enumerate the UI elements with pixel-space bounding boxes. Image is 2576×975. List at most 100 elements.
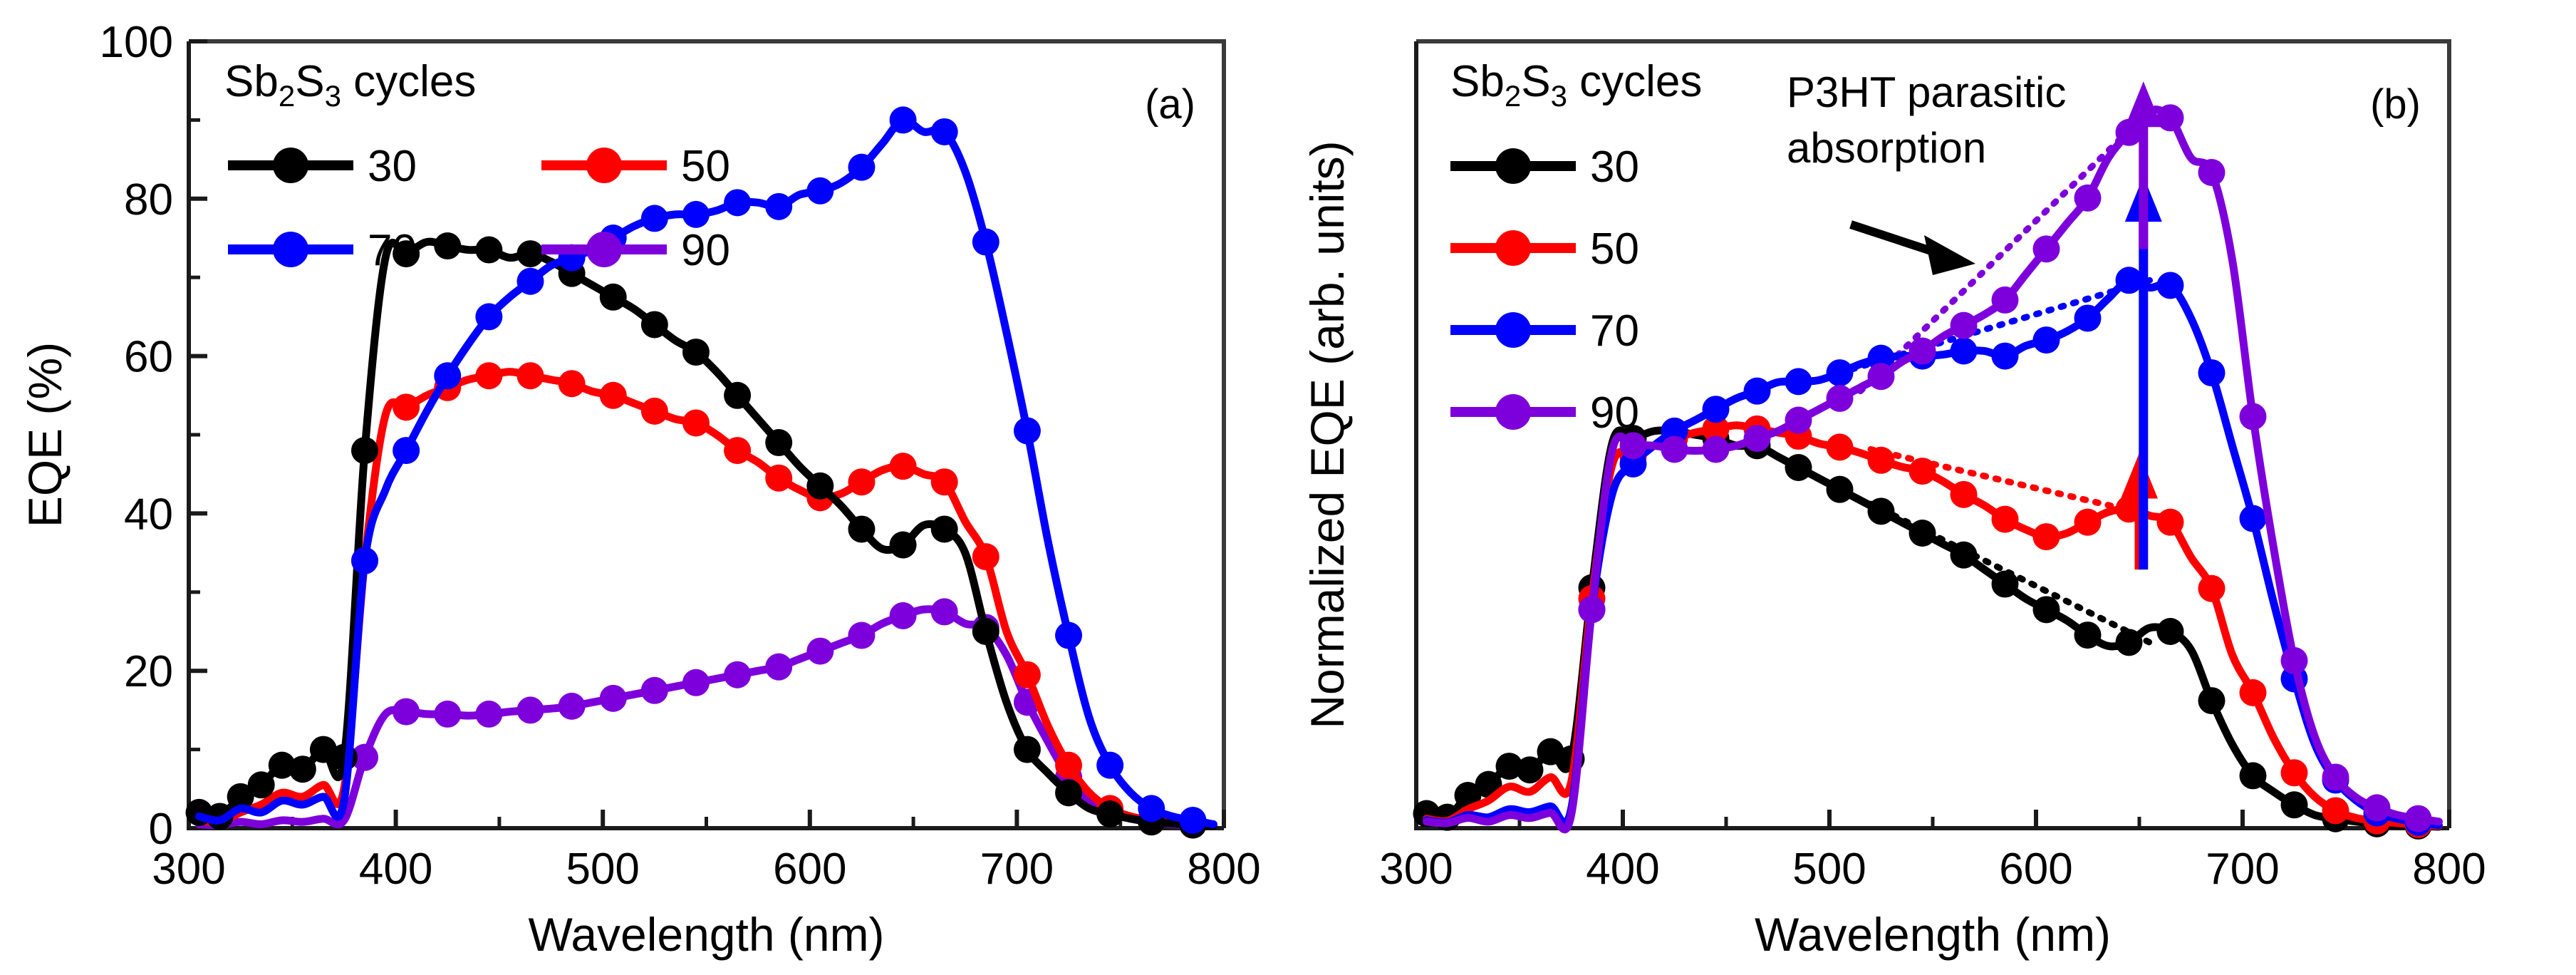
- panel-a-data-point: [1013, 661, 1041, 688]
- panel-b-legend-item-90: 90: [1450, 388, 1639, 438]
- panel-b-data-point: [1950, 480, 1978, 508]
- panel-a-data-point: [682, 200, 710, 228]
- panel-b-xtick-label: 700: [2206, 845, 2279, 894]
- panel-a-legend-label: 90: [681, 226, 730, 275]
- panel-a-data-point: [227, 783, 254, 810]
- panel-a-data-point: [848, 621, 876, 649]
- annotation-arrowhead-icon: [1924, 235, 1975, 275]
- panel-b-xtick-label: 500: [1792, 845, 1866, 894]
- panel-a-ytick-label: 40: [124, 490, 173, 539]
- panel-b-legend-label: 70: [1590, 306, 1639, 356]
- panel-a-data-point: [806, 472, 834, 500]
- panel-a-data-point: [434, 362, 462, 390]
- panel-a-legend-label: 30: [368, 142, 417, 191]
- panel-a-data-point: [724, 661, 752, 688]
- panel-b-chart: 300 400 500 600 700 800 Wavelength (nm) Normali…: [1301, 39, 2486, 961]
- panel-a-data-point: [289, 755, 316, 783]
- legend-marker-icon: [586, 232, 622, 267]
- panel-b-data-point: [1785, 406, 1812, 434]
- panel-b-data-point: [2322, 763, 2349, 791]
- panel-b-data-point: [1661, 435, 1688, 463]
- panel-b-legend-label: 30: [1590, 143, 1639, 192]
- panel-a-data-point: [1138, 795, 1165, 822]
- panel-a-data-point: [765, 464, 793, 492]
- panel-b-data-point: [1578, 596, 1606, 624]
- panel-b-data-point: [1908, 520, 1936, 547]
- panel-b-data-point: [1991, 570, 2019, 598]
- panel-a-data-point: [1055, 779, 1083, 807]
- panel-a-data-point: [1013, 736, 1041, 763]
- panel-b-data-point: [2280, 791, 2308, 819]
- panel-a-data-point: [434, 700, 462, 728]
- panel-b-annotation-line2: absorption: [1787, 124, 1986, 172]
- panel-a-data-point: [848, 515, 876, 543]
- panel-a-legend-item-50: 50: [541, 142, 730, 191]
- panel-b-data-point: [1537, 738, 1564, 765]
- panel-a-data-point: [1055, 751, 1083, 779]
- legend-marker-icon: [273, 148, 308, 183]
- panel-a-legend-item-90: 90: [541, 226, 730, 275]
- panel-a-data-point: [1013, 417, 1041, 445]
- panel-a-xtick-label: 500: [566, 845, 639, 894]
- panel-b-data-point: [1516, 756, 1544, 784]
- panel-a-chart: 0 20 40 60 80 100 300 400 500 600 700 800 Wavelength…: [19, 18, 1261, 961]
- panel-b-data-point: [1826, 384, 1854, 412]
- panel-a-data-point: [1096, 751, 1124, 779]
- panel-a-y-axis-title: EQE (%): [19, 342, 71, 527]
- panel-b-legend-item-70: 70: [1450, 306, 1639, 356]
- panel-a-data-point: [516, 362, 544, 390]
- panel-b-data-point: [1619, 432, 1647, 460]
- panel-a-y-ticks: 0 20 40 60 80 100: [100, 18, 207, 854]
- panel-a-data-point: [599, 381, 627, 409]
- panel-a-legend-label: 70: [368, 226, 417, 275]
- panel-a-data-point: [475, 236, 503, 264]
- panel-a-data-point: [1179, 806, 1207, 834]
- panel-b-data-point: [2156, 272, 2184, 299]
- panel-a-data-point: [848, 153, 876, 181]
- panel-a-data-point: [889, 602, 917, 629]
- panel-a-data-point: [309, 736, 337, 763]
- panel-b-data-point: [2032, 596, 2060, 624]
- panel-a-data-point: [930, 118, 958, 145]
- panel-b-data-point: [2032, 235, 2060, 263]
- panel-a-legend-label: 50: [681, 142, 730, 191]
- panel-b-x-axis-title: Wavelength (nm): [1755, 908, 2111, 961]
- panel-b-trend-50-trend: [1867, 445, 2153, 518]
- panel-b-data-point: [1743, 425, 1771, 453]
- panel-b-data-point: [1867, 497, 1895, 525]
- panel-b-data-point: [2032, 523, 2060, 551]
- panel-b-data-point: [1702, 415, 1730, 443]
- legend-marker-icon: [273, 232, 308, 267]
- panel-a-data-point: [1096, 800, 1124, 828]
- panel-b-data-point: [2074, 621, 2102, 649]
- panel-a-data-point: [930, 468, 958, 496]
- panel-a-xtick-label: 600: [773, 845, 846, 894]
- panel-b-data-point: [1867, 363, 1895, 391]
- panel-b-data-point: [2239, 505, 2267, 532]
- panel-b-data-point: [2198, 359, 2226, 387]
- panel-b-data-point: [2156, 508, 2184, 536]
- panel-b-data-point: [1908, 337, 1936, 365]
- panel-a-data-point: [724, 437, 752, 465]
- panel-b-xtick-label: 400: [1586, 845, 1659, 894]
- panel-a-legend-title: Sb2S3 cycles: [224, 57, 476, 113]
- panel-a-data-point: [599, 684, 627, 712]
- panel-a-data-point: [972, 543, 999, 571]
- legend-marker-icon: [1495, 148, 1531, 184]
- panel-a-x-ticks: 300 400 500 600 700 800: [152, 810, 1261, 894]
- panel-a-data-point: [889, 531, 917, 559]
- panel-b-legend-item-30: 30: [1450, 143, 1639, 192]
- panel-b-data-point: [2074, 304, 2102, 332]
- panel-b-data-point: [2322, 797, 2349, 825]
- panel-a-data-point: [393, 240, 420, 268]
- panel-b-data-point: [1826, 475, 1854, 503]
- panel-b-data-point: [2239, 679, 2267, 706]
- panel-b-data-point: [2032, 326, 2060, 354]
- panel-a-data-point: [806, 637, 834, 665]
- legend-marker-icon: [1495, 394, 1531, 430]
- panel-a-xtick-label: 700: [980, 845, 1054, 894]
- panel-b-arrow-purple: [2124, 81, 2162, 249]
- panel-a-data-point: [475, 303, 503, 331]
- panel-a-xtick-label: 800: [1187, 845, 1260, 894]
